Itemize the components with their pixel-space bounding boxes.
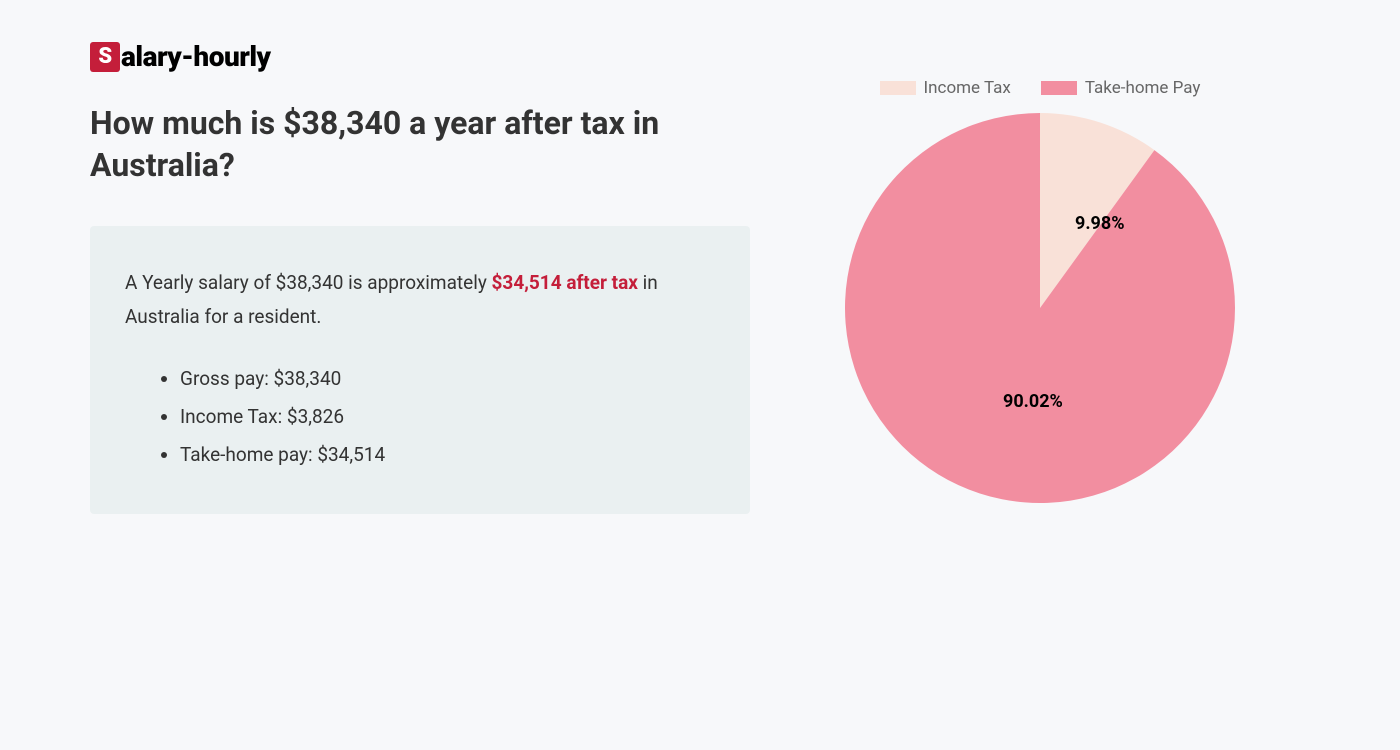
left-column: How much is $38,340 a year after tax in …	[90, 103, 750, 514]
chart-legend: Income Tax Take-home Pay	[830, 78, 1250, 98]
legend-item: Take-home Pay	[1041, 78, 1201, 98]
logo-icon: S	[90, 42, 120, 72]
summary-highlight: $34,514 after tax	[492, 271, 638, 294]
legend-label: Take-home Pay	[1085, 78, 1201, 98]
legend-swatch-icon	[880, 81, 916, 95]
chart-column: Income Tax Take-home Pay 9.98% 90.02%	[830, 78, 1250, 503]
legend-item: Income Tax	[880, 78, 1011, 98]
page-title: How much is $38,340 a year after tax in …	[90, 103, 750, 186]
list-item: Gross pay: $38,340	[180, 360, 715, 398]
logo-text: alary-hourly	[121, 40, 271, 73]
summary-prefix: A Yearly salary of $38,340 is approximat…	[125, 271, 492, 294]
list-item: Income Tax: $3,826	[180, 398, 715, 436]
pie-slice-label: 9.98%	[1075, 213, 1125, 234]
summary-text: A Yearly salary of $38,340 is approximat…	[125, 266, 715, 334]
pie-slice-label: 90.02%	[1003, 391, 1063, 412]
summary-box: A Yearly salary of $38,340 is approximat…	[90, 226, 750, 513]
bullet-list: Gross pay: $38,340 Income Tax: $3,826 Ta…	[125, 360, 715, 474]
legend-label: Income Tax	[924, 78, 1011, 98]
pie-chart: 9.98% 90.02%	[845, 113, 1235, 503]
pie-svg	[845, 113, 1235, 503]
content-row: How much is $38,340 a year after tax in …	[90, 103, 1310, 514]
list-item: Take-home pay: $34,514	[180, 436, 715, 474]
logo: Salary-hourly	[90, 40, 1310, 73]
page-container: Salary-hourly How much is $38,340 a year…	[0, 0, 1400, 554]
legend-swatch-icon	[1041, 81, 1077, 95]
